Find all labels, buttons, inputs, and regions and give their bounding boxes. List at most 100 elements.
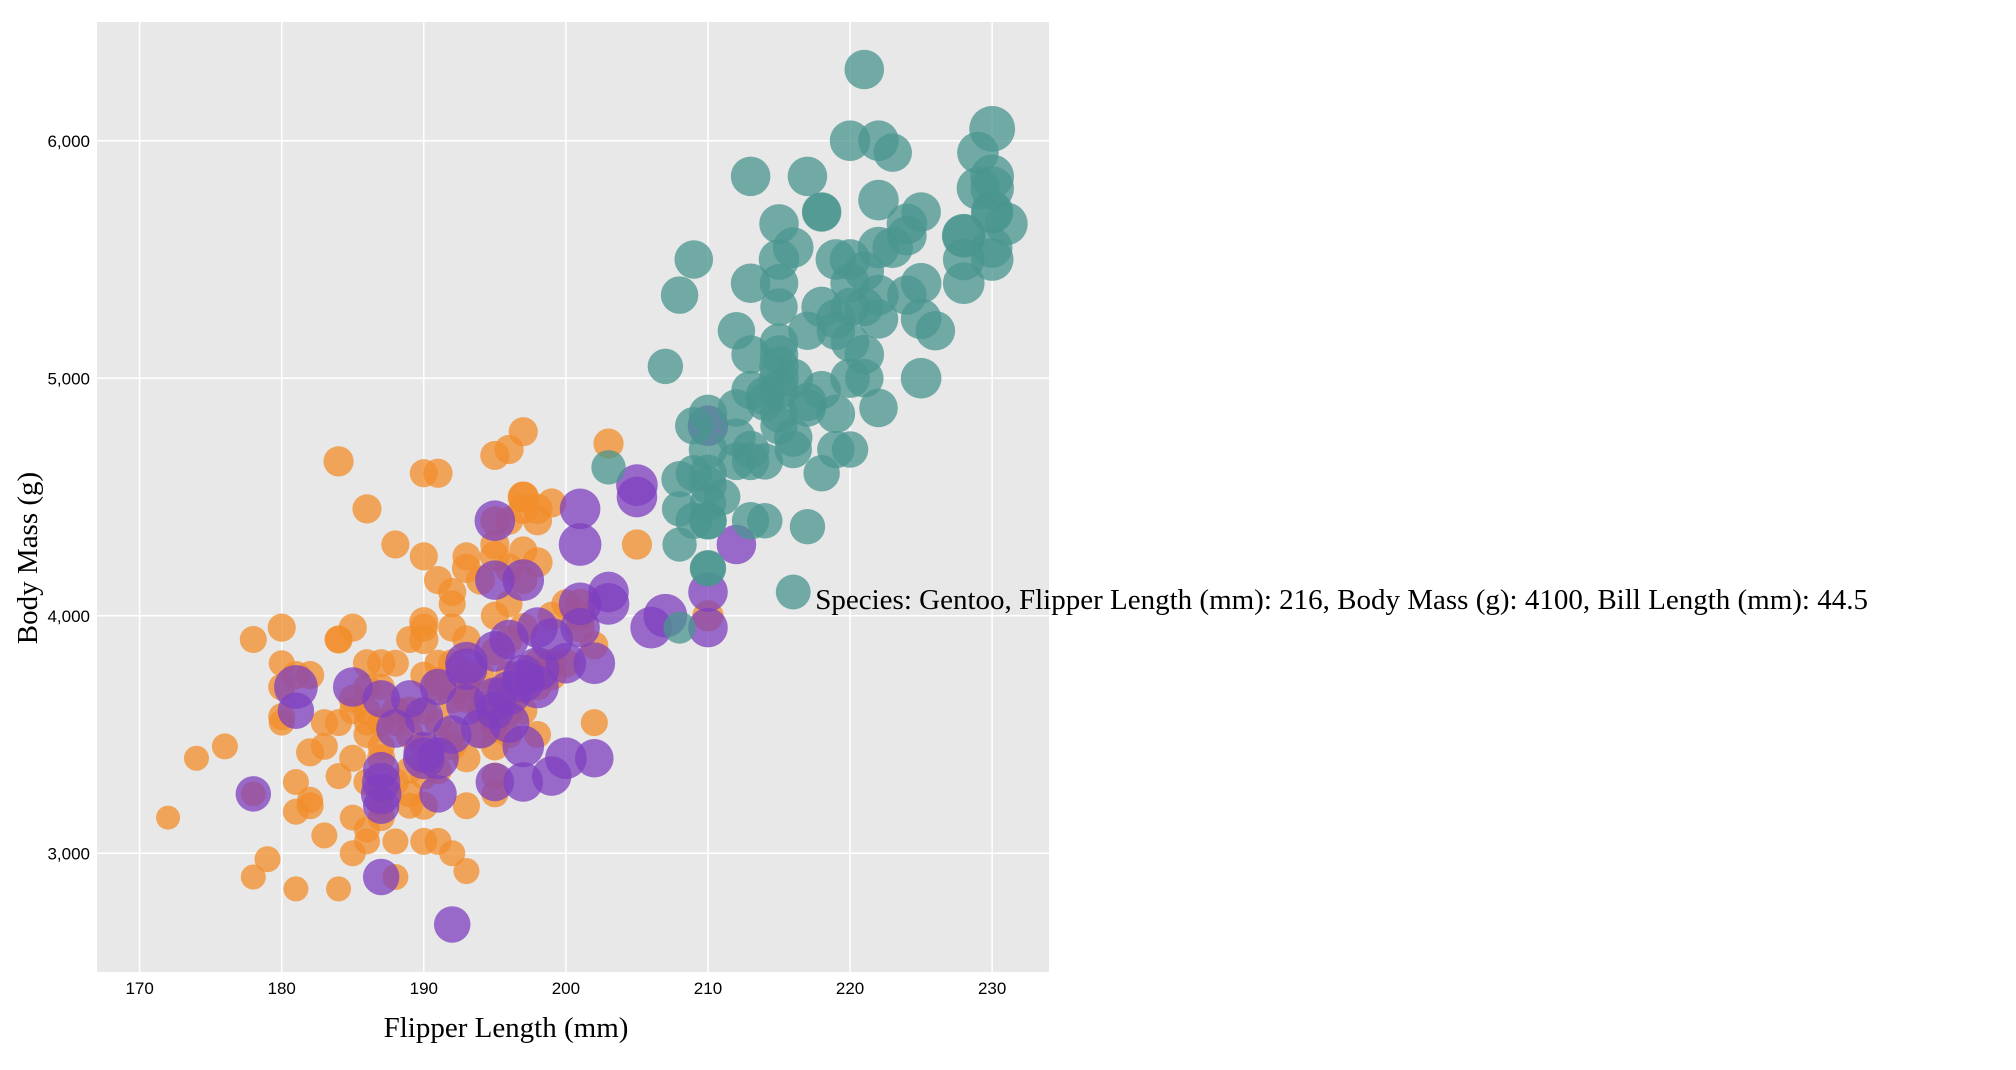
- data-point[interactable]: [475, 762, 515, 802]
- data-point[interactable]: [382, 828, 409, 855]
- data-point[interactable]: [688, 607, 728, 648]
- data-point[interactable]: [859, 388, 898, 428]
- data-point[interactable]: [211, 733, 238, 760]
- data-point[interactable]: [746, 443, 784, 480]
- data-point[interactable]: [254, 846, 281, 873]
- data-point[interactable]: [453, 858, 480, 885]
- data-point[interactable]: [423, 458, 453, 488]
- data-point[interactable]: [362, 858, 400, 896]
- data-point[interactable]: [558, 523, 602, 566]
- data-point[interactable]: [831, 431, 869, 468]
- data-point[interactable]: [156, 805, 181, 830]
- data-point[interactable]: [277, 692, 315, 729]
- data-point[interactable]: [297, 786, 324, 813]
- data-point[interactable]: [235, 776, 272, 812]
- data-point[interactable]: [787, 156, 828, 197]
- data-point[interactable]: [267, 613, 296, 642]
- data-point[interactable]: [573, 642, 616, 685]
- data-point[interactable]: [381, 649, 409, 677]
- data-point[interactable]: [339, 744, 367, 772]
- data-point[interactable]: [688, 394, 728, 434]
- data-point[interactable]: [352, 494, 382, 524]
- y-tick-label: 6,000: [47, 132, 90, 151]
- data-point[interactable]: [772, 227, 814, 268]
- data-point[interactable]: [545, 642, 587, 684]
- data-point[interactable]: [183, 745, 209, 771]
- data-point[interactable]: [239, 625, 267, 654]
- data-point[interactable]: [580, 709, 608, 737]
- data-point[interactable]: [360, 773, 402, 815]
- data-point[interactable]: [559, 488, 601, 530]
- data-point[interactable]: [502, 725, 545, 768]
- data-points[interactable]: [156, 49, 1028, 943]
- data-point[interactable]: [789, 508, 826, 545]
- data-point[interactable]: [647, 348, 684, 385]
- data-point[interactable]: [311, 822, 338, 849]
- data-point[interactable]: [545, 737, 587, 780]
- data-point[interactable]: [663, 611, 696, 644]
- data-point[interactable]: [816, 394, 856, 434]
- data-point[interactable]: [326, 876, 352, 902]
- data-point[interactable]: [419, 668, 457, 706]
- data-point[interactable]: [508, 481, 539, 513]
- data-point[interactable]: [409, 542, 438, 571]
- data-point[interactable]: [660, 276, 699, 314]
- data-point[interactable]: [689, 550, 727, 587]
- data-point[interactable]: [537, 488, 567, 518]
- data-point[interactable]: [760, 288, 798, 326]
- data-point[interactable]: [969, 105, 1016, 152]
- x-tick-label: 180: [268, 979, 296, 998]
- data-point[interactable]: [674, 240, 714, 279]
- data-point[interactable]: [433, 906, 471, 943]
- data-point[interactable]: [475, 560, 515, 600]
- data-point[interactable]: [575, 738, 614, 778]
- data-point[interactable]: [730, 263, 771, 304]
- data-point[interactable]: [858, 274, 899, 316]
- data-point[interactable]: [381, 530, 410, 559]
- data-point[interactable]: [404, 697, 444, 736]
- data-point[interactable]: [324, 625, 353, 654]
- data-point[interactable]: [900, 357, 942, 399]
- data-point[interactable]: [282, 768, 309, 796]
- data-point[interactable]: [419, 775, 457, 813]
- data-point[interactable]: [985, 202, 1028, 246]
- data-point[interactable]: [802, 192, 841, 232]
- data-point[interactable]: [240, 864, 266, 890]
- data-point[interactable]: [560, 607, 600, 648]
- data-point[interactable]: [502, 559, 545, 601]
- data-point[interactable]: [588, 571, 629, 613]
- data-point[interactable]: [362, 680, 400, 718]
- data-point[interactable]: [439, 840, 466, 867]
- x-tick-label: 170: [125, 979, 153, 998]
- data-point[interactable]: [323, 446, 354, 477]
- data-point[interactable]: [591, 450, 626, 485]
- data-point[interactable]: [621, 529, 653, 560]
- data-point[interactable]: [775, 574, 811, 610]
- data-point[interactable]: [409, 607, 439, 637]
- data-point[interactable]: [593, 428, 624, 459]
- data-point[interactable]: [845, 358, 884, 398]
- data-point[interactable]: [616, 476, 658, 518]
- data-point[interactable]: [325, 763, 352, 790]
- data-point[interactable]: [452, 792, 480, 820]
- data-point[interactable]: [310, 732, 338, 760]
- data-point[interactable]: [353, 828, 381, 855]
- data-point[interactable]: [942, 262, 985, 305]
- data-point[interactable]: [508, 417, 538, 447]
- data-point[interactable]: [747, 503, 783, 539]
- data-point[interactable]: [858, 179, 899, 221]
- data-point[interactable]: [829, 120, 871, 162]
- data-point[interactable]: [438, 590, 466, 618]
- data-point[interactable]: [774, 430, 812, 469]
- data-point[interactable]: [915, 310, 956, 351]
- data-point[interactable]: [844, 49, 885, 90]
- data-point[interactable]: [901, 192, 941, 232]
- data-point[interactable]: [900, 262, 942, 304]
- data-point[interactable]: [730, 156, 771, 197]
- data-point[interactable]: [873, 133, 912, 172]
- data-point[interactable]: [474, 500, 516, 542]
- y-tick-label: 3,000: [47, 844, 90, 863]
- data-point[interactable]: [703, 478, 741, 516]
- data-point[interactable]: [283, 876, 309, 902]
- data-point[interactable]: [452, 542, 481, 571]
